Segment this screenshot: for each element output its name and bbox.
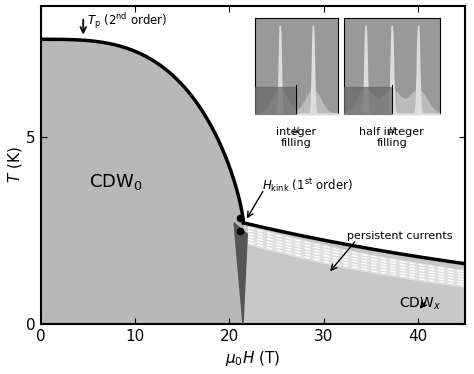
- Text: CDW$_x$: CDW$_x$: [399, 295, 441, 312]
- Text: $T_\mathregular{p}$ (2$^\mathregular{nd}$ order): $T_\mathregular{p}$ (2$^\mathregular{nd}…: [87, 11, 167, 31]
- Text: $H_\mathregular{kink}$ (1$^\mathregular{st}$ order): $H_\mathregular{kink}$ (1$^\mathregular{…: [262, 177, 353, 194]
- Polygon shape: [234, 223, 247, 324]
- Text: half integer
filling: half integer filling: [359, 126, 424, 148]
- X-axis label: $\mu_0 H$ (T): $\mu_0 H$ (T): [225, 349, 281, 368]
- Y-axis label: $T$ (K): $T$ (K): [6, 147, 24, 183]
- Text: CDW$_0$: CDW$_0$: [90, 172, 143, 191]
- Text: integer
filling: integer filling: [276, 126, 317, 148]
- Text: persistent currents: persistent currents: [347, 231, 453, 241]
